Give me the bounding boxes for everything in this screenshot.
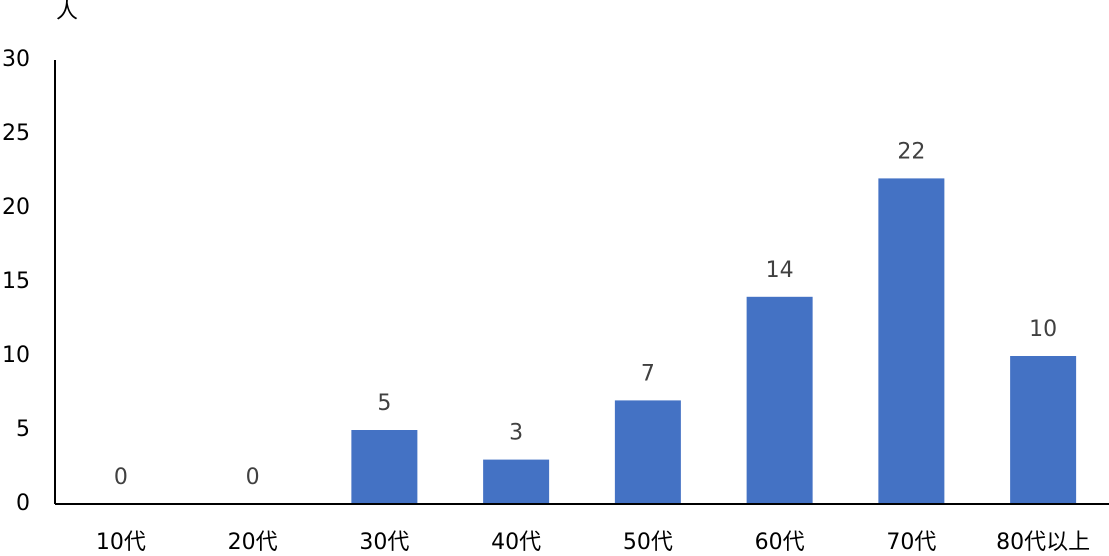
data-label: 14 [766, 258, 794, 283]
bar [746, 296, 813, 504]
y-tick-label: 30 [2, 47, 30, 72]
y-tick-label: 0 [16, 491, 30, 516]
bar [878, 178, 945, 504]
x-tick-label: 20代 [228, 530, 278, 555]
y-tick-label: 5 [16, 417, 30, 442]
x-tick-label: 30代 [359, 530, 409, 555]
data-label: 5 [377, 391, 391, 416]
x-tick-label: 70代 [886, 530, 936, 555]
data-label: 0 [114, 465, 128, 490]
x-tick-label: 80代以上 [996, 530, 1090, 555]
x-tick-label: 50代 [623, 530, 673, 555]
data-label: 0 [246, 465, 260, 490]
bar [351, 430, 418, 504]
data-label: 3 [509, 421, 523, 446]
x-tick-label: 60代 [755, 530, 805, 555]
bar [483, 459, 550, 504]
data-label: 10 [1029, 317, 1057, 342]
y-axis-label: 人 [56, 0, 78, 24]
data-label: 22 [897, 139, 925, 164]
y-tick-label: 25 [2, 121, 30, 146]
bar [1010, 356, 1077, 504]
x-tick-label: 40代 [491, 530, 541, 555]
x-tick-label: 10代 [96, 530, 146, 555]
y-tick-label: 10 [2, 343, 30, 368]
data-label: 7 [641, 361, 655, 386]
y-tick-label: 15 [2, 269, 30, 294]
bar [614, 400, 681, 504]
y-tick-label: 20 [2, 195, 30, 220]
